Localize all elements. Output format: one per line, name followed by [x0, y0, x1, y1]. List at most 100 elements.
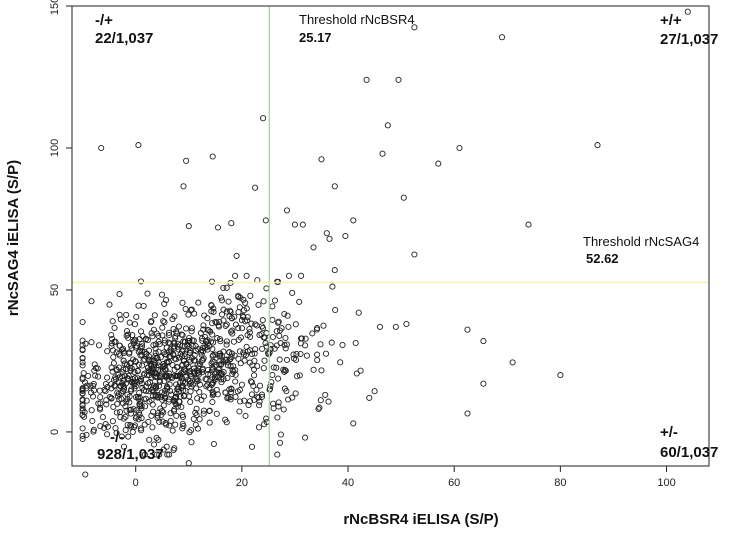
data-point: [124, 375, 131, 382]
data-point: [337, 359, 344, 366]
data-point: [208, 278, 216, 285]
data-point: [464, 410, 471, 417]
x-axis-ticks: 0 20 40 60 80 100: [133, 466, 676, 489]
data-point: [186, 334, 193, 342]
data-point: [187, 398, 194, 406]
data-point: [146, 436, 153, 443]
data-point: [79, 342, 86, 349]
y-tick-label: 0: [49, 429, 61, 435]
data-point: [594, 142, 601, 149]
data-point: [242, 412, 249, 419]
data-point: [79, 401, 86, 408]
data-point: [94, 365, 101, 372]
data-point: [125, 433, 132, 440]
data-point: [137, 377, 144, 384]
data-point: [116, 409, 124, 416]
data-point: [195, 377, 202, 384]
data-point: [152, 341, 159, 348]
data-point: [228, 220, 235, 227]
data-point: [229, 330, 236, 337]
data-point: [269, 333, 276, 341]
data-point: [222, 416, 229, 423]
data-point: [252, 321, 259, 328]
data-point: [131, 337, 138, 344]
data-point: [179, 420, 186, 427]
data-point: [142, 403, 149, 410]
data-point: [238, 325, 246, 332]
data-point: [170, 446, 177, 454]
data-point: [106, 301, 113, 308]
data-point: [101, 424, 108, 431]
data-point: [182, 305, 189, 313]
data-point: [187, 379, 194, 386]
data-point: [174, 364, 181, 371]
data-point: [227, 396, 234, 403]
data-point: [317, 397, 324, 404]
rncsag4-threshold-value: 52.62: [586, 251, 619, 266]
data-point: [95, 342, 103, 349]
data-point: [282, 345, 289, 352]
data-point: [220, 317, 227, 324]
data-point: [165, 358, 172, 365]
y-axis-ticks: 0 50 100 150: [49, 0, 72, 435]
data-point: [79, 425, 86, 432]
data-point: [242, 318, 249, 325]
data-point: [123, 398, 130, 405]
data-point: [210, 308, 217, 315]
data-point: [209, 345, 216, 353]
data-point: [179, 332, 186, 339]
data-point: [323, 230, 330, 237]
data-point: [325, 398, 332, 405]
data-point: [137, 352, 144, 359]
data-point: [175, 323, 182, 330]
data-point: [276, 327, 284, 334]
points-layer: [79, 8, 691, 478]
data-point: [299, 221, 306, 228]
data-point: [140, 302, 147, 310]
data-point: [357, 367, 364, 374]
data-point: [170, 397, 177, 404]
data-point: [111, 383, 119, 390]
data-point: [187, 373, 194, 380]
data-point: [171, 339, 178, 346]
data-point: [223, 321, 230, 328]
data-point: [79, 374, 86, 381]
data-point: [123, 327, 131, 335]
data-point: [175, 383, 182, 391]
data-point: [310, 244, 317, 251]
data-point: [302, 434, 309, 441]
data-point: [314, 351, 321, 358]
data-point: [108, 394, 115, 401]
data-point: [292, 321, 299, 328]
data-point: [260, 298, 267, 305]
data-point: [223, 308, 230, 315]
data-point: [176, 398, 183, 405]
data-point: [318, 156, 325, 163]
data-point: [110, 354, 117, 361]
data-point: [118, 433, 125, 440]
data-point: [326, 235, 333, 242]
data-point: [256, 398, 263, 405]
data-point: [164, 451, 171, 458]
data-point: [135, 142, 142, 149]
data-point: [170, 408, 178, 415]
data-point: [127, 410, 134, 417]
data-point: [113, 429, 120, 437]
quadrant-top-left-count: 22/1,037: [95, 30, 153, 47]
data-point: [237, 334, 244, 341]
data-point: [186, 337, 193, 344]
data-point: [275, 399, 282, 406]
data-point: [236, 304, 243, 311]
data-point: [281, 341, 288, 349]
data-point: [480, 380, 487, 387]
data-point: [145, 380, 152, 387]
data-point: [216, 365, 223, 372]
data-point: [328, 339, 335, 346]
data-point: [141, 421, 148, 428]
data-point: [152, 383, 160, 390]
data-point: [96, 406, 104, 413]
data-point: [82, 379, 89, 386]
data-point: [161, 362, 168, 369]
data-point: [185, 311, 192, 318]
